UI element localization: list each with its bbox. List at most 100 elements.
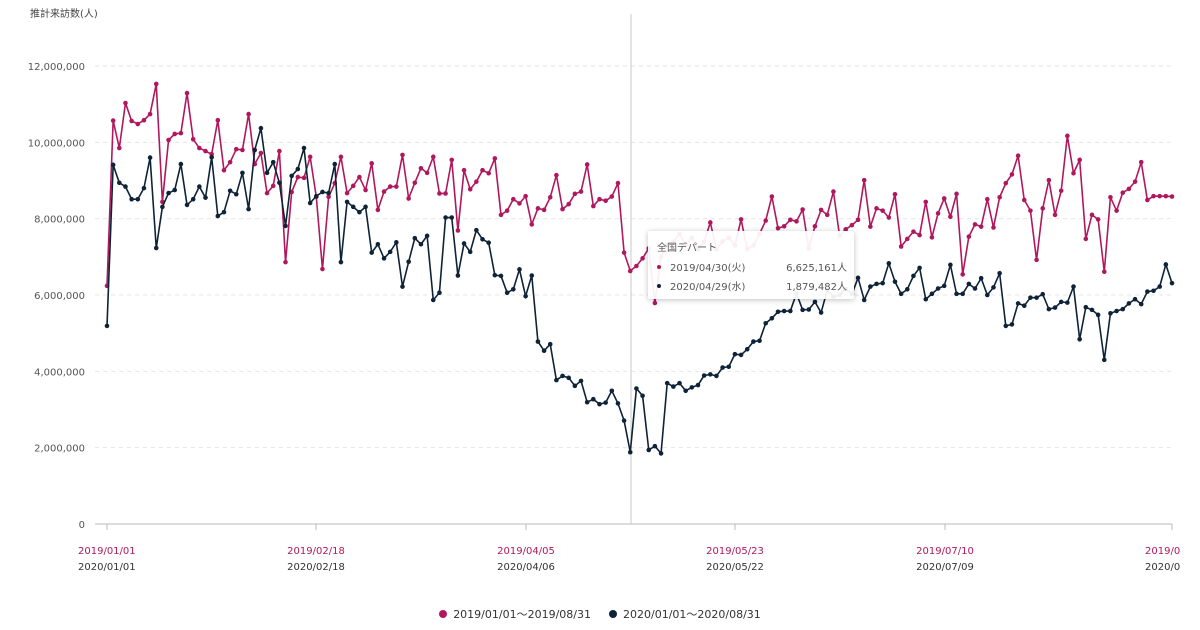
data-point [966, 281, 972, 287]
data-point [387, 184, 393, 189]
data-point [695, 382, 701, 388]
data-point [997, 194, 1002, 200]
data-point [1021, 197, 1027, 203]
x-tick-label-2019: 2019/04/05 [497, 546, 555, 557]
data-point [948, 262, 953, 268]
data-point [634, 386, 639, 391]
data-point [874, 281, 879, 287]
tooltip-date: 2020/04/29(水) [670, 282, 746, 293]
y-tick-label: 12,000,000 [28, 62, 85, 73]
data-point [166, 137, 171, 143]
data-point [818, 207, 824, 213]
data-point [1101, 269, 1107, 275]
data-point [707, 372, 713, 377]
data-point [1089, 307, 1095, 313]
y-tick-label: 4,000,000 [34, 367, 85, 378]
data-point [911, 229, 916, 234]
data-point [381, 256, 387, 261]
data-point [861, 297, 867, 303]
x-tick-label-2020: 2020/07/09 [916, 562, 974, 573]
data-point [314, 193, 319, 199]
data-point [190, 136, 196, 142]
data-point [547, 341, 553, 347]
data-point [1138, 159, 1144, 165]
data-point [800, 307, 805, 313]
data-point [424, 233, 430, 239]
data-point [843, 227, 849, 232]
data-point [763, 218, 768, 223]
data-point [1145, 289, 1150, 294]
data-point [141, 185, 147, 191]
data-point [430, 297, 436, 303]
data-point [369, 161, 375, 166]
data-point [818, 310, 824, 315]
data-point [572, 191, 578, 197]
data-point [443, 191, 448, 196]
data-point [855, 275, 861, 281]
data-point [775, 225, 781, 231]
data-point [504, 290, 510, 296]
data-point [338, 154, 344, 160]
data-point [646, 447, 652, 453]
data-point [141, 117, 147, 123]
data-point [1126, 186, 1132, 192]
data-point [1003, 323, 1009, 329]
data-point [350, 204, 356, 210]
data-point [283, 259, 288, 265]
data-point [233, 146, 239, 152]
data-point [474, 179, 479, 184]
data-point [621, 418, 627, 423]
series-dot-icon [657, 264, 661, 269]
data-point [849, 222, 855, 228]
data-point [1114, 208, 1119, 213]
data-point [652, 443, 658, 449]
data-point [1015, 301, 1021, 306]
data-point [498, 212, 504, 218]
data-point [923, 199, 929, 205]
x-tick-label-2020: 2020/02/18 [287, 562, 345, 573]
data-point [788, 217, 793, 223]
tooltip-row-2019: 2019/04/30(火) 6,625,161人 [657, 259, 847, 274]
x-tick-label-2019: 2019/0 [1145, 546, 1180, 557]
data-point [578, 378, 584, 384]
data-point [769, 315, 775, 321]
data-point [326, 194, 331, 200]
data-point [997, 270, 1002, 276]
legend-item-2019[interactable]: 2019/01/01～2019/08/31 [439, 606, 591, 622]
data-point [1052, 212, 1058, 218]
data-point [788, 308, 793, 314]
data-point [283, 223, 288, 229]
data-point [123, 100, 128, 106]
data-point [880, 208, 885, 213]
data-point [375, 207, 381, 213]
data-point [289, 173, 294, 179]
data-point [246, 111, 251, 117]
data-point [1009, 172, 1015, 177]
data-point [117, 145, 122, 151]
data-point [504, 208, 510, 213]
data-point [1077, 157, 1082, 163]
data-point [1169, 194, 1175, 199]
data-point [203, 195, 208, 200]
data-point [110, 118, 116, 123]
x-tick-label-2020: 2020/04/06 [497, 562, 555, 573]
data-point [738, 217, 744, 222]
data-point [160, 204, 165, 210]
data-point [1083, 304, 1089, 310]
data-point [467, 186, 473, 192]
data-point [480, 236, 485, 242]
data-point [400, 284, 405, 289]
data-point [991, 225, 996, 230]
legend-item-2020[interactable]: 2020/01/01～2020/08/31 [609, 606, 761, 622]
data-point [972, 222, 978, 227]
data-point [714, 373, 719, 379]
data-point [683, 388, 688, 394]
data-point [375, 241, 381, 247]
data-point [874, 206, 879, 211]
data-point [178, 161, 184, 167]
data-point [129, 196, 134, 202]
data-point [197, 184, 202, 189]
data-point [387, 249, 393, 255]
data-point [215, 117, 221, 123]
